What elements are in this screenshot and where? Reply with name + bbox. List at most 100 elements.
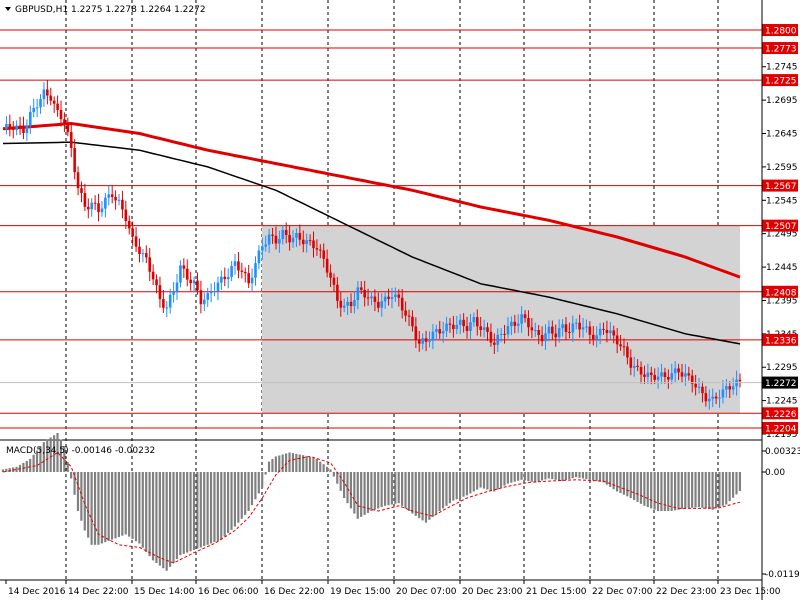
candle-body [701, 386, 704, 394]
macd-bar [714, 472, 718, 509]
candle-body [325, 258, 329, 273]
candle-body [46, 89, 49, 96]
macd-bar [332, 472, 335, 477]
candle-body [554, 333, 558, 338]
candle-body [639, 366, 643, 375]
candle-body [499, 333, 503, 335]
macd-bar [100, 472, 103, 544]
candle-body [226, 276, 230, 280]
macd-title: MACD(5,34,5) -0.00146 -0.00232 [6, 446, 155, 456]
macd-bar [377, 472, 380, 509]
candle-body [213, 291, 216, 293]
candle-body [537, 329, 540, 335]
candle-body [725, 386, 728, 390]
macd-bar [438, 472, 441, 511]
candle-body [319, 249, 322, 251]
macd-bar [107, 472, 110, 541]
candle-body [673, 368, 677, 374]
candle-body [114, 196, 117, 201]
macd-bar [151, 472, 155, 561]
macd-bar [673, 472, 677, 511]
candle-body [527, 318, 530, 328]
candle-body [448, 323, 452, 325]
candle-body [428, 340, 431, 342]
level-label-text: 1.2336 [765, 336, 797, 346]
macd-bar [653, 472, 656, 510]
macd-bar [568, 472, 571, 480]
candle-body [216, 282, 220, 292]
macd-bar [520, 472, 523, 480]
macd-bar [73, 472, 76, 495]
macd-axis: 0.00323 0.00 -0.01194 [762, 447, 800, 580]
candle-body [551, 326, 554, 334]
candle-body [718, 397, 721, 399]
candle-body [694, 383, 697, 388]
time-tick-label: 22 Dec 23:00 [656, 587, 717, 597]
macd-bar [619, 472, 622, 494]
macd-bar [540, 472, 544, 481]
horizontal-levels[interactable] [0, 29, 762, 429]
macd-bar [223, 472, 226, 537]
macd-bar [206, 472, 209, 545]
macd-bar [561, 472, 564, 482]
macd-bar [124, 472, 127, 535]
candle-body [387, 296, 390, 299]
macd-bar [704, 472, 707, 509]
candle-body [121, 199, 124, 210]
macd-bar [209, 472, 213, 544]
macd-bar [199, 472, 202, 548]
candle-body [670, 373, 674, 380]
candle-body [240, 270, 244, 272]
macd-bar [366, 472, 370, 513]
candle-body [165, 307, 169, 309]
macd-bar [66, 462, 69, 472]
macd-bar [486, 472, 489, 490]
candle-body [677, 368, 680, 373]
macd-bar [93, 472, 97, 545]
macd-bar [319, 461, 322, 472]
macd-bar [145, 472, 148, 552]
candles [5, 80, 742, 410]
candle-body [107, 194, 111, 198]
macd-bar [128, 472, 131, 537]
macd-bar [134, 472, 138, 542]
candle-body [568, 331, 571, 333]
candle-body [588, 326, 592, 335]
price-zone [262, 225, 740, 414]
time-tick-label: 16 Dec 22:00 [264, 587, 325, 597]
macd-bar [264, 472, 267, 475]
candle-body [414, 326, 418, 340]
candle-body [561, 324, 564, 329]
candle-body [209, 292, 213, 294]
macd-bar [455, 472, 458, 500]
candle-body [366, 297, 370, 299]
candle-body [308, 240, 312, 242]
macd-bar [8, 468, 11, 472]
macd-bar [220, 472, 223, 540]
candle-body [394, 294, 397, 298]
macd-bar [329, 469, 332, 472]
candle-body [469, 322, 472, 332]
candle-body [397, 294, 401, 298]
candle-body [28, 112, 32, 126]
macd-bar [612, 472, 615, 490]
candle-body [707, 398, 711, 402]
candle-body [329, 272, 332, 278]
candle-body [738, 379, 742, 382]
candle-body [110, 194, 114, 197]
dropdown-arrow-icon[interactable] [5, 7, 11, 11]
macd-bar [70, 472, 73, 479]
macd-bar [431, 472, 434, 517]
time-tick-label: 14 Dec 2016 [8, 587, 66, 597]
macd-bar [76, 472, 80, 511]
macd-bar [250, 472, 254, 506]
macd-bar [578, 472, 581, 478]
macd-bar [230, 472, 233, 530]
candle-body [373, 296, 377, 302]
macd-bar [499, 472, 503, 488]
macd-bar [636, 472, 639, 502]
candle-body [486, 327, 489, 332]
candle-body [288, 234, 291, 243]
macd-tick-label: -0.01194 [765, 570, 800, 580]
